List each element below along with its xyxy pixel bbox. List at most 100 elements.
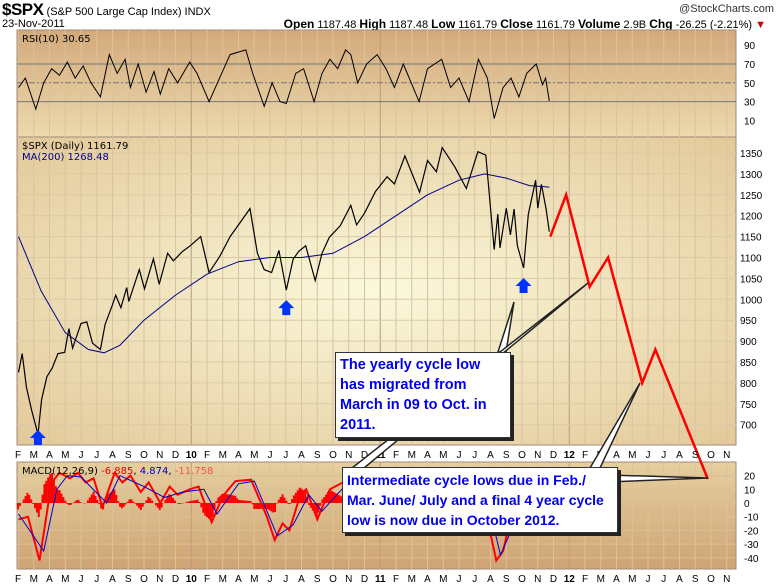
x-tick-label: F <box>15 574 21 585</box>
x-tick-label: A <box>613 450 620 461</box>
x-tick-label: J <box>457 574 462 585</box>
x-tick-label: N <box>345 450 352 461</box>
x-tick-label: M <box>30 450 38 461</box>
x-tick-label: F <box>393 574 399 585</box>
x-tick-label: S <box>503 450 510 461</box>
x-tick-label: A <box>487 574 494 585</box>
rsi-tick-label: 70 <box>744 60 756 71</box>
price-legend: $SPX (Daily) 1161.79 <box>22 141 128 152</box>
rsi-tick-label: 30 <box>744 98 756 109</box>
macd-tick-label: -40 <box>744 554 759 565</box>
x-tick-label: 11 <box>375 574 386 585</box>
arrow-up-icon <box>29 430 46 445</box>
close-value: 1161.79 <box>535 19 575 31</box>
price-tick-label: 1200 <box>740 212 763 223</box>
x-tick-label: M <box>250 574 258 585</box>
price-tick-label: 750 <box>740 400 757 411</box>
down-triangle-icon: ▼ <box>755 19 766 31</box>
ma200-line <box>18 173 550 354</box>
x-tick-label: D <box>550 574 557 585</box>
low-label: Low <box>431 17 456 31</box>
macd-tick-label: 10 <box>744 485 756 496</box>
open-value: 1187.48 <box>317 19 357 31</box>
symbol: $SPX <box>2 0 44 19</box>
x-tick-label: S <box>503 574 510 585</box>
macd-tick-label: -10 <box>744 513 759 524</box>
x-tick-label: 12 <box>564 450 576 461</box>
x-tick-label: S <box>692 574 699 585</box>
macd-tick-label: 20 <box>744 472 756 483</box>
rsi-line <box>18 49 550 119</box>
x-tick-label: A <box>613 574 620 585</box>
x-tick-label: S <box>314 450 321 461</box>
x-tick-label: O <box>140 450 148 461</box>
x-tick-label: M <box>61 574 69 585</box>
x-tick-label: O <box>140 574 148 585</box>
x-tick-label: J <box>646 450 651 461</box>
x-tick-label: J <box>283 574 288 585</box>
x-tick-label: N <box>534 574 541 585</box>
x-tick-label: M <box>250 450 258 461</box>
x-tick-label: A <box>424 574 431 585</box>
rsi-panel <box>16 29 737 138</box>
price-tick-label: 800 <box>740 379 757 390</box>
x-tick-label: D <box>550 450 557 461</box>
histogram-value: -11.758 <box>175 466 214 477</box>
x-tick-label: F <box>582 450 588 461</box>
x-tick-label: A <box>676 574 683 585</box>
high-value: 1187.48 <box>389 19 429 31</box>
x-tick-label: A <box>298 450 305 461</box>
x-tick-label: D <box>172 574 179 585</box>
x-tick-label: M <box>30 574 38 585</box>
x-tick-label: 10 <box>186 574 198 585</box>
x-tick-label: J <box>457 450 462 461</box>
x-tick-label: J <box>661 574 666 585</box>
x-tick-label: J <box>79 574 84 585</box>
x-tick-label: M <box>439 450 447 461</box>
x-tick-label: A <box>109 450 116 461</box>
yearly-cycle-note: The yearly cycle low has migrated from M… <box>335 352 511 438</box>
intermediate-cycle-note: Intermediate cycle lows due in Feb./ Mar… <box>342 467 618 533</box>
rsi-tick-label: 10 <box>744 116 756 127</box>
open-label: Open <box>283 17 315 31</box>
x-tick-label: M <box>408 450 416 461</box>
x-tick-label: J <box>472 450 477 461</box>
x-tick-label: J <box>94 450 99 461</box>
x-tick-label: 11 <box>375 450 386 461</box>
x-tick-label: J <box>268 450 273 461</box>
x-tick-label: S <box>125 450 132 461</box>
x-tick-label: M <box>219 574 227 585</box>
x-tick-label: J <box>79 450 84 461</box>
rsi-tick-label: 50 <box>744 79 756 90</box>
price-tick-label: 850 <box>740 358 757 369</box>
x-tick-label: F <box>393 450 399 461</box>
macd-legend-title: MACD(12,26,9) <box>22 466 98 477</box>
x-tick-label: F <box>582 574 588 585</box>
x-tick-label: M <box>439 574 447 585</box>
x-tick-label: A <box>235 450 242 461</box>
x-tick-label: N <box>156 574 163 585</box>
x-tick-label: J <box>661 450 666 461</box>
x-tick-label: F <box>15 450 21 461</box>
macd-tick-label: -20 <box>744 526 759 537</box>
x-tick-label: D <box>361 574 368 585</box>
price-line <box>17 146 550 435</box>
x-tick-label: S <box>125 574 132 585</box>
x-tick-label: J <box>94 574 99 585</box>
price-tick-label: 950 <box>740 316 757 327</box>
x-tick-label: F <box>204 574 210 585</box>
x-tick-label: O <box>707 574 715 585</box>
x-tick-label: N <box>534 450 541 461</box>
price-tick-label: 1300 <box>740 170 763 181</box>
arrow-up-icon <box>278 300 295 316</box>
x-tick-label: M <box>628 450 636 461</box>
price-tick-label: 700 <box>740 421 757 432</box>
price-tick-label: 1100 <box>740 254 762 265</box>
date: 23-Nov-2011 <box>2 18 65 30</box>
x-tick-label: N <box>723 574 730 585</box>
x-tick-label: A <box>235 574 242 585</box>
copyright: @StockCharts.com <box>679 3 774 15</box>
volume-label: Volume <box>578 17 621 31</box>
x-tick-label: J <box>646 574 651 585</box>
macd-tick-label: 0 <box>744 499 750 510</box>
